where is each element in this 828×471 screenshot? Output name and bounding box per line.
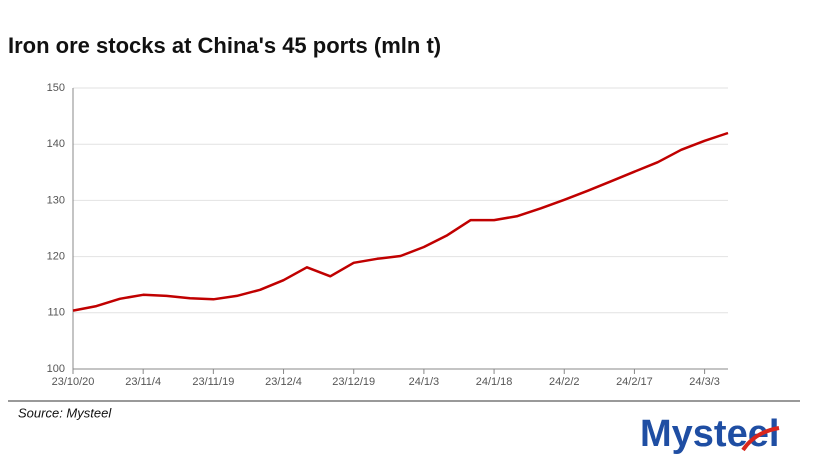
logo-swoosh [741, 426, 780, 452]
y-tick-label: 110 [47, 307, 65, 319]
x-tick-label: 24/2/17 [616, 376, 653, 388]
x-tick-label: 24/1/18 [476, 376, 513, 388]
source: Source: Mysteel [18, 405, 112, 420]
x-tick-label: 23/11/19 [192, 376, 234, 388]
chart-title: Iron ore stocks at China's 45 ports (mln… [8, 33, 441, 58]
x-tick-label: 23/11/4 [125, 376, 161, 388]
y-tick-label: 100 [47, 363, 65, 375]
y-tick-label: 120 [47, 251, 65, 263]
y-tick-label: 140 [47, 138, 65, 150]
line [72, 131, 729, 312]
x-tick-label: 24/1/3 [409, 376, 440, 388]
y-tick-label: 150 [47, 82, 65, 94]
x-tick-label: 23/10/20 [52, 376, 95, 388]
x-tick-label: 23/12/4 [265, 376, 302, 388]
x-tick-label: 24/2/2 [549, 376, 580, 388]
x-tick-label: 24/3/3 [689, 376, 720, 388]
x-tick-label: 23/12/19 [332, 376, 375, 388]
logo: Mysteel [640, 413, 779, 455]
y-tick-label: 130 [47, 194, 65, 206]
